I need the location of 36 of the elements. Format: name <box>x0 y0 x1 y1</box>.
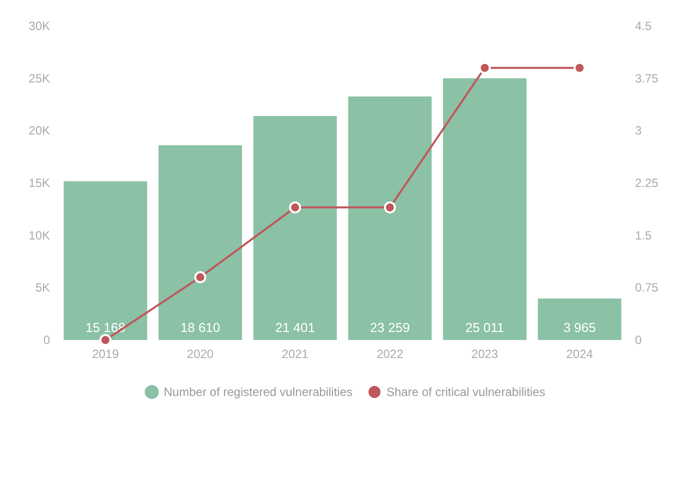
bar <box>443 78 526 340</box>
y2-tick-label: 4.5 <box>635 19 652 33</box>
y-tick-label: 0 <box>43 333 50 347</box>
data-label: 18 610 <box>180 320 220 335</box>
data-label: 25 011 <box>465 320 504 335</box>
y-tick-label: 30K <box>28 19 50 33</box>
bar <box>538 298 622 340</box>
x-tick-label: 2020 <box>186 347 214 361</box>
bar <box>158 145 242 340</box>
legend-label: Number of registered vulnerabilities <box>164 385 353 399</box>
y2-tick-label: 0.75 <box>635 280 659 295</box>
y-tick-label: 15K <box>28 176 50 190</box>
y-tick-label: 20K <box>28 124 50 138</box>
data-label: 3 965 <box>563 320 596 335</box>
data-label: 23 259 <box>370 320 410 335</box>
x-tick-label: 2024 <box>566 347 594 361</box>
x-tick-label: 2022 <box>376 347 404 361</box>
y-tick-label: 5K <box>35 280 50 295</box>
y2-tick-label: 0 <box>635 333 642 347</box>
point <box>194 271 206 284</box>
y2-tick-label: 3 <box>635 124 642 138</box>
point <box>289 201 302 214</box>
bar <box>253 116 337 340</box>
legend-label: Share of critical vulnerabilities <box>386 385 546 399</box>
y2-tick-label: 2.25 <box>635 176 659 190</box>
data-label: 21 401 <box>275 320 315 335</box>
bar <box>348 96 432 340</box>
bar <box>64 181 148 340</box>
x-tick-label: 2023 <box>471 347 498 361</box>
y2-tick-label: 3.75 <box>635 71 659 86</box>
y-tick-label: 25K <box>28 71 50 86</box>
y2-tick-label: 1.5 <box>635 228 652 242</box>
x-tick-label: 2021 <box>282 347 309 361</box>
point <box>384 201 396 214</box>
x-tick-label: 2019 <box>92 347 120 361</box>
y-tick-label: 10K <box>28 228 50 242</box>
